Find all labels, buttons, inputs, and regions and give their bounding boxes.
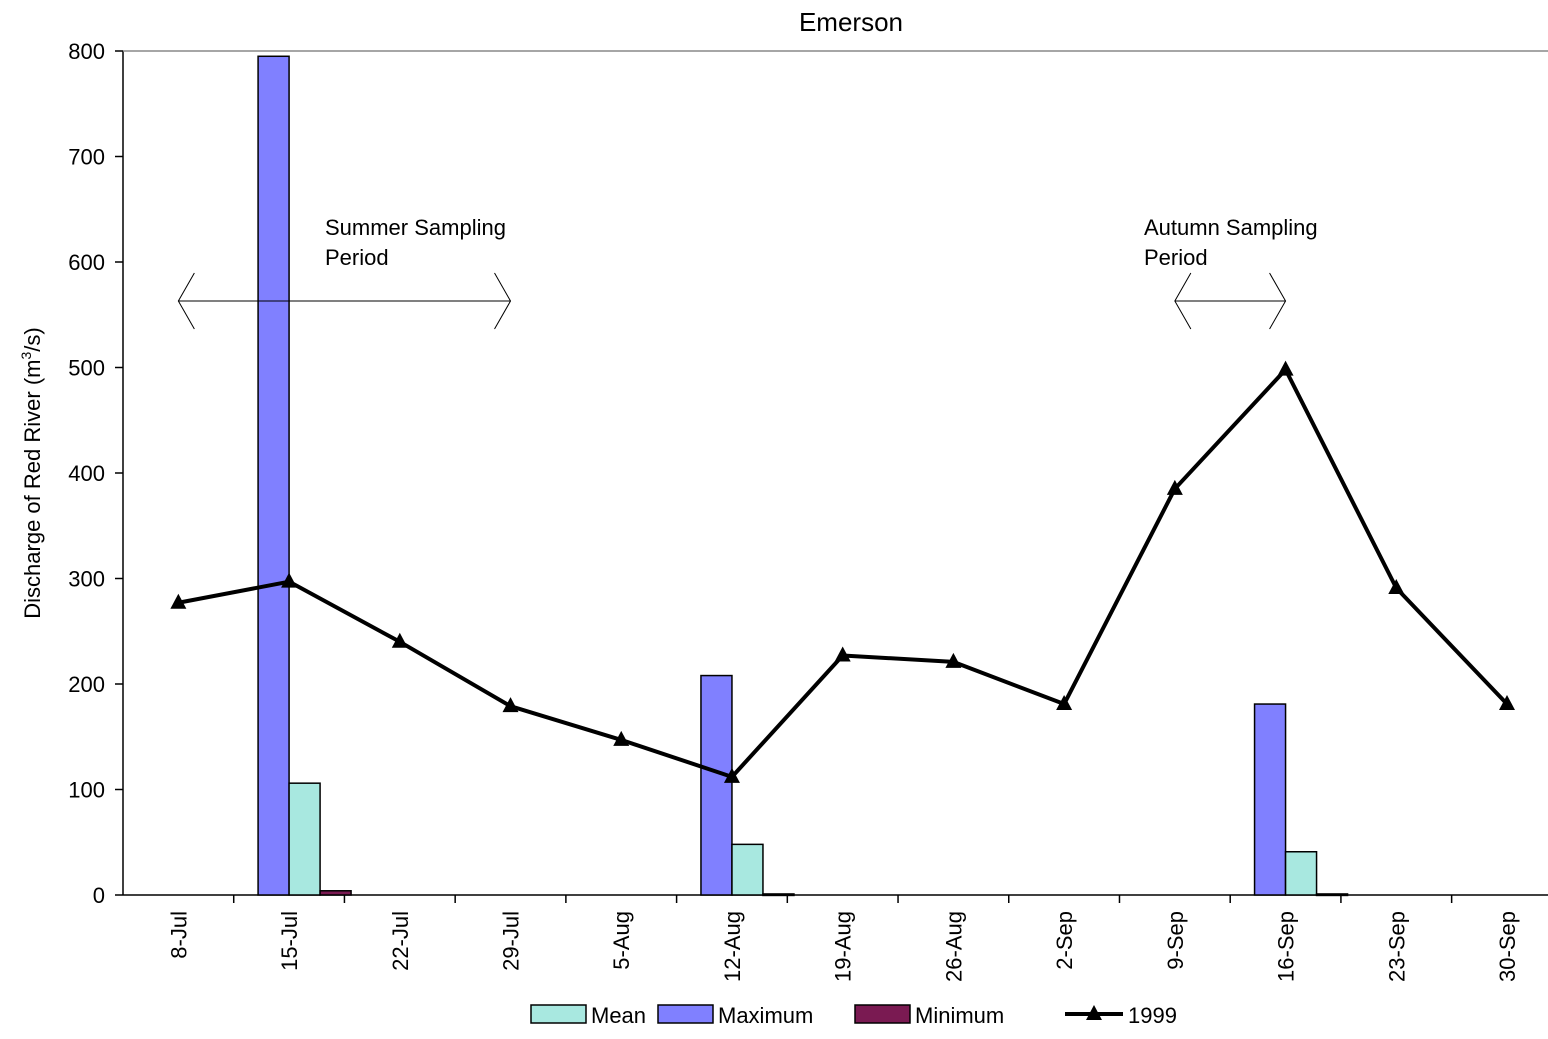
line-marker: [1277, 360, 1294, 376]
bar-minimum: [1315, 893, 1349, 897]
annotation-arrowhead-left: [177, 272, 195, 330]
bar-mean: [288, 782, 321, 896]
y-axis-label-sup: 3: [18, 352, 34, 360]
legend-swatch-mean: [530, 1004, 587, 1024]
annotation-text: Summer Sampling: [325, 215, 506, 240]
y-tick-label: 400: [68, 461, 105, 486]
annotation-text: Autumn Sampling: [1144, 215, 1318, 240]
plot-area: 0 100 200 300 400 500 600 700 800 8-Jul 15-Jul 22-J…: [68, 39, 1548, 982]
legend-label: Mean: [591, 1003, 646, 1028]
x-tick-label: 8-Jul: [166, 911, 191, 959]
y-tick-label: 500: [68, 356, 105, 381]
line-marker: [170, 593, 187, 609]
y-tick-label: 300: [68, 567, 105, 592]
y-tick-label: 0: [93, 883, 105, 908]
chart-title: Emerson: [799, 7, 903, 37]
line-marker: [1388, 578, 1405, 594]
legend-swatch-minimum: [854, 1004, 911, 1024]
y-axis-label-tail: /s): [20, 327, 45, 351]
line-marker: [502, 697, 519, 713]
y-tick-label: 100: [68, 778, 105, 803]
annotation-arrowhead-left: [1174, 272, 1192, 330]
line-marker: [834, 646, 851, 662]
x-tick-label: 30-Sep: [1495, 911, 1520, 982]
bar-minimum: [762, 893, 795, 897]
line-marker: [391, 632, 408, 648]
bar-maximum: [257, 55, 290, 896]
annotation-arrowhead-right: [1269, 272, 1287, 330]
line-marker: [1499, 695, 1515, 711]
bar-maximum: [1253, 703, 1287, 896]
annotation-arrowhead-right: [494, 272, 512, 330]
legend-label: 1999: [1128, 1003, 1177, 1028]
bar-maximum: [700, 674, 733, 896]
annotation-text: Period: [1144, 245, 1208, 270]
line-marker: [613, 730, 630, 746]
x-tick-label: 15-Jul: [277, 911, 302, 971]
line-series-1999: [177, 367, 1509, 779]
x-tick-label: 5-Aug: [609, 911, 634, 970]
line-marker: [281, 572, 298, 588]
x-tick-label: 16-Sep: [1274, 911, 1299, 982]
y-tick-label: 800: [68, 39, 105, 64]
y-axis-label: Discharge of Red River (m3/s): [18, 327, 45, 618]
bar-mean: [1284, 850, 1318, 896]
x-tick-label: 26-Aug: [941, 911, 966, 982]
legend-label: Minimum: [915, 1003, 1004, 1028]
bar-mean: [731, 843, 764, 896]
line-marker: [1056, 695, 1073, 711]
y-tick-label: 600: [68, 250, 105, 275]
annotation-text: Period: [325, 245, 389, 270]
y-tick-label: 700: [68, 145, 105, 170]
y-tick-label: 200: [68, 672, 105, 697]
line-marker: [1166, 479, 1183, 495]
x-tick-label: 19-Aug: [831, 911, 856, 982]
legend-line-marker: [1086, 1005, 1102, 1020]
bar-minimum: [319, 890, 352, 896]
line-marker: [723, 767, 740, 783]
legend-label: Maximum: [718, 1003, 813, 1028]
x-tick-label: 29-Jul: [499, 911, 524, 971]
x-tick-label: 22-Jul: [388, 911, 413, 971]
y-axis-label-main: Discharge of Red River (m: [20, 360, 45, 619]
x-tick-label: 12-Aug: [720, 911, 745, 982]
legend-swatch-maximum: [657, 1004, 714, 1024]
x-tick-label: 23-Sep: [1384, 911, 1409, 982]
x-tick-label: 2-Sep: [1052, 911, 1077, 970]
x-tick-label: 9-Sep: [1163, 911, 1188, 970]
legend: Mean Maximum Minimum 1999: [530, 1003, 1177, 1028]
line-marker: [945, 652, 962, 668]
